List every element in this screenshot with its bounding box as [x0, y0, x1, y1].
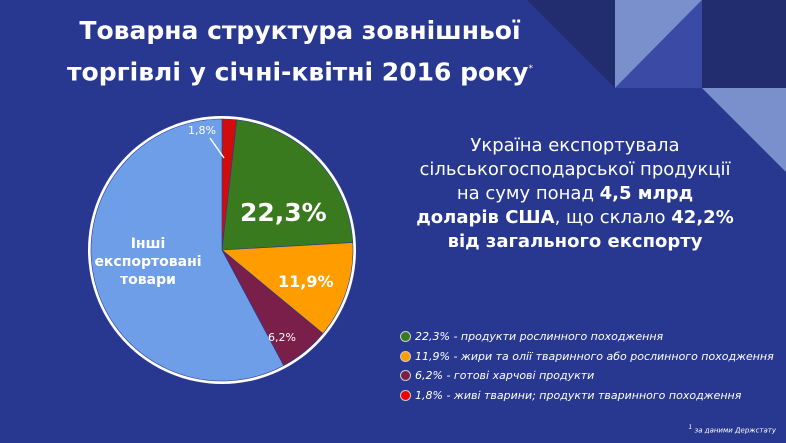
footnote-number: 1: [688, 425, 693, 431]
footnote-mark: *: [528, 64, 533, 74]
legend-item: 6,2% - готові харчові продукти: [400, 366, 774, 386]
summary-text-2: , що склало: [554, 207, 672, 228]
label-22-3: 22,3%: [240, 198, 327, 227]
label-1-8: 1,8%: [188, 124, 216, 137]
legend-item: 1,8% - живі тварини; продукти тваринного…: [400, 386, 774, 406]
leader-line: [209, 137, 225, 159]
page-title: Товарна структура зовнішньої торгівлі у …: [40, 12, 560, 91]
legend-text: 6,2% - готові харчові продукти: [415, 369, 595, 383]
pie-slice-2: [221, 242, 354, 334]
legend-text: 11,9% - жири та олії тваринного або росл…: [415, 349, 774, 363]
pie-slice-1: [221, 119, 354, 251]
legend-dot: [400, 370, 411, 382]
legend-dot: [400, 331, 411, 343]
legend: 22,3% - продукти рослинного походження 1…: [400, 327, 774, 405]
label-6-2: 6,2%: [268, 331, 296, 344]
pie-slice-4: [90, 118, 285, 382]
pie-chart: 1,8% 22,3% 11,9% 6,2% Інші експортовані …: [88, 116, 356, 384]
footnote: 1 за даними Держстату: [689, 425, 776, 434]
legend-text: 22,3% - продукти рослинного походження: [415, 330, 664, 344]
legend-item: 22,3% - продукти рослинного походження: [400, 327, 774, 347]
label-other-1: Інші: [131, 236, 166, 252]
label-other-3: товари: [120, 272, 176, 288]
summary-amount: 4,5 млрд доларів США: [416, 183, 694, 228]
summary-text-1: Україна експортувала сільськогосподарськ…: [419, 135, 731, 204]
label-11-9: 11,9%: [278, 272, 334, 291]
label-other-2: експортовані: [94, 254, 201, 270]
legend-dot: [400, 350, 411, 362]
title-line-1: Товарна структура зовнішньої: [79, 16, 521, 45]
legend-dot: [400, 389, 411, 401]
title-line-2: торгівлі у січні-квітні 2016 року: [67, 57, 529, 87]
legend-item: 11,9% - жири та олії тваринного або росл…: [400, 347, 774, 367]
legend-text: 1,8% - живі тварини; продукти тваринного…: [415, 388, 742, 402]
summary-share: 42,2% від загального експорту: [447, 207, 734, 252]
footnote-text: за даними Держстату: [692, 426, 776, 435]
export-summary: Україна експортувала сільськогосподарськ…: [415, 134, 735, 254]
